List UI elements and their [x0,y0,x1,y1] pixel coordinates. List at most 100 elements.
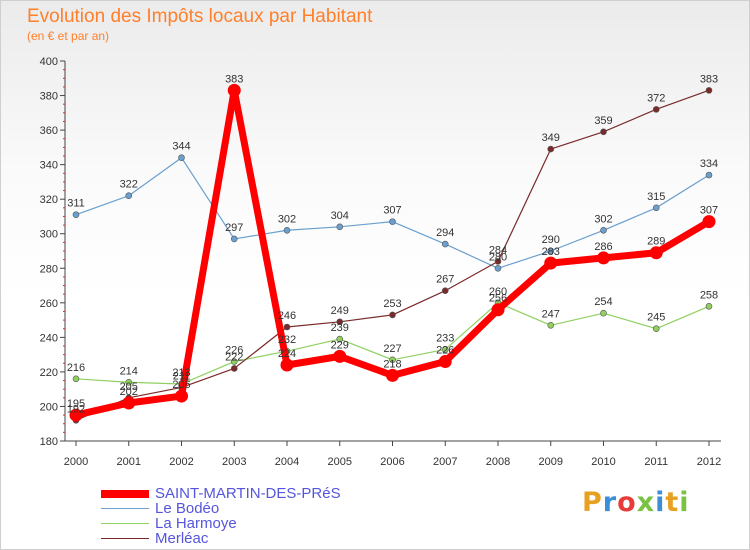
y-tick-label: 400 [40,56,58,68]
data-point [438,355,452,369]
data-point [178,154,185,162]
data-point [547,321,555,329]
x-tick-label: 2010 [591,456,615,468]
y-tick-label: 360 [40,125,58,137]
y-tick-label: 260 [40,298,58,310]
data-point [494,264,502,272]
data-label: 315 [647,191,665,203]
logo-letter: P [582,487,603,518]
data-point [227,83,241,97]
data-label: 297 [225,222,243,234]
data-label: 258 [700,289,718,301]
legend-swatch [101,489,149,498]
data-label: 229 [331,339,349,351]
x-tick-label: 2004 [275,456,299,468]
data-label: 233 [436,332,454,344]
y-tick-label: 220 [40,367,58,379]
data-label: 359 [594,115,612,127]
data-label: 307 [383,205,401,217]
data-label: 195 [67,398,85,410]
series-lines [69,83,716,424]
data-point [389,218,396,225]
legend-item: La Harmoye [101,516,237,531]
data-label: 294 [436,227,454,239]
data-point [280,358,294,372]
x-tick-label: 2008 [486,456,510,468]
data-label: 218 [383,358,401,370]
data-point [441,346,449,353]
proxiti-logo: Proxiti [582,487,690,518]
data-label: 286 [594,241,612,253]
data-point [494,258,502,265]
data-label: 226 [436,345,454,357]
data-point [652,325,660,333]
data-point [600,309,607,317]
data-point [336,318,344,326]
data-label: 280 [489,251,507,263]
data-label: 227 [383,343,401,355]
y-tick-label: 240 [40,332,58,344]
legend-label: Le Bodéo [155,500,220,517]
data-label: 344 [172,141,190,153]
legend-swatch [101,523,149,524]
legend-item: Le Bodéo [101,501,219,516]
data-label: 383 [700,73,718,85]
data-point [547,145,555,153]
data-label: 249 [331,305,349,317]
data-label: 211 [173,370,191,382]
data-label: 245 [647,312,665,324]
y-tick-label: 320 [40,194,58,206]
data-label: 213 [172,367,190,379]
data-point [600,226,607,234]
data-point [175,389,188,403]
y-tick-label: 200 [40,401,58,413]
data-point [441,287,449,295]
data-label: 302 [594,213,612,225]
data-label: 284 [489,244,507,256]
data-point [122,396,136,410]
data-label: 192 [67,403,85,415]
axes: 180 200 220 240 260 280 300 320 340 360 380 400 2000… [40,56,722,468]
data-labels: 195 202 206 383 224 229 218 226 256 283 286 289 307 3… [67,73,718,415]
data-point [491,303,505,317]
y-tick-label: 180 [40,436,58,448]
logo-letter: o [617,487,637,518]
logo-letter: i [679,487,690,518]
data-point [389,356,396,364]
data-label: 206 [172,379,190,391]
data-label: 254 [594,296,612,308]
data-label: 202 [120,386,138,398]
data-point [705,87,713,94]
data-label: 216 [67,362,85,374]
x-tick-label: 2007 [433,456,457,468]
legend-item: SAINT-MARTIN-DES-PRéS [101,486,341,501]
data-point [600,128,607,136]
data-label: 205 [120,381,138,393]
data-label: 311 [67,198,85,210]
data-point [652,204,660,212]
x-tick-label: 2005 [328,456,352,468]
data-point [705,302,713,310]
legend-label: Merléac [155,530,209,547]
data-point [336,223,344,231]
logo-letter: x [636,487,656,518]
data-label: 290 [542,234,560,246]
data-label: 304 [331,210,349,222]
data-label: 334 [700,158,718,170]
data-label: 322 [120,179,138,191]
data-point [597,251,610,265]
data-point [283,323,291,331]
x-tick-label: 2012 [697,456,721,468]
data-point [230,365,238,372]
data-point [230,235,238,243]
data-point [705,171,713,179]
data-label: 224 [278,348,296,360]
data-label: 289 [647,236,665,248]
y-tick-label: 380 [40,91,58,103]
legend-swatch [101,508,149,509]
data-point [125,378,133,386]
data-label: 256 [489,293,507,305]
data-point [69,408,83,422]
